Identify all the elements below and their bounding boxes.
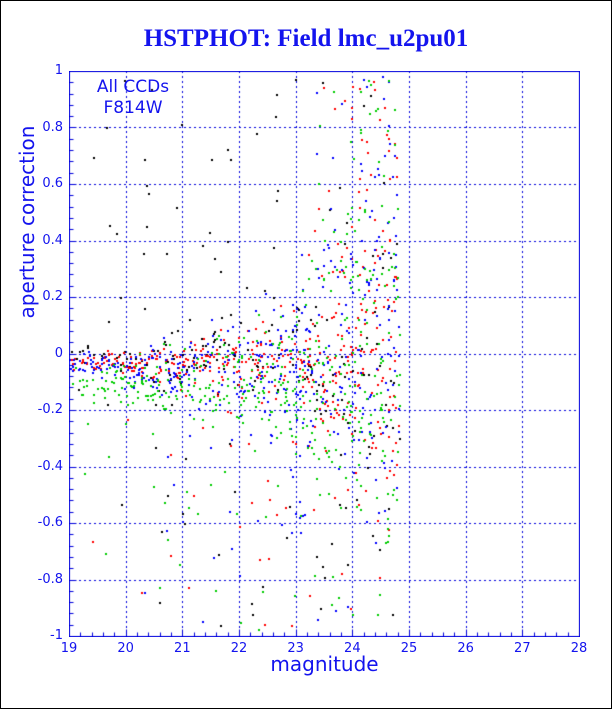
x-tick-label: 20 — [117, 641, 134, 656]
annotation-filter: F814W — [103, 98, 163, 118]
plot-title: HSTPHOT: Field lmc_u2pu01 — [143, 25, 469, 52]
y-tick-label: -1 — [50, 628, 63, 643]
annotation-box: All CCDs F814W — [78, 77, 188, 119]
x-tick-label: 25 — [400, 641, 418, 656]
x-tick-label: 23 — [287, 641, 304, 656]
y-tick-label: 0.4 — [42, 232, 63, 248]
y-tick-label: -0.6 — [37, 515, 63, 530]
x-tick-label: 24 — [344, 641, 361, 656]
y-tick-label: -0.4 — [37, 458, 63, 474]
y-tick-label: 0.6 — [42, 176, 63, 191]
scatter-canvas — [69, 71, 580, 637]
y-tick-label: 0.2 — [42, 289, 63, 304]
y-axis-label: aperture correction — [15, 125, 39, 319]
y-tick-label: 0 — [54, 345, 63, 361]
y-tick-label: -0.2 — [37, 402, 63, 417]
x-tick-label: 27 — [514, 641, 531, 656]
x-tick-label: 26 — [457, 641, 474, 656]
x-axis-label: magnitude — [270, 652, 379, 676]
annotation-ccds: All CCDs — [96, 77, 170, 97]
x-tick-label: 22 — [230, 641, 248, 656]
x-tick-label: 28 — [570, 641, 588, 656]
y-tick-label: -0.8 — [37, 571, 63, 587]
y-tick-label: 1 — [54, 63, 63, 78]
x-tick-label: 21 — [174, 641, 191, 656]
x-tick-label: 19 — [60, 641, 78, 656]
y-tick-label: 0.8 — [42, 119, 63, 135]
